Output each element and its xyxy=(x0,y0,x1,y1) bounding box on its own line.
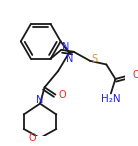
Text: S: S xyxy=(91,54,98,64)
Text: N: N xyxy=(36,95,44,105)
Text: O: O xyxy=(59,91,67,100)
Text: H₂N: H₂N xyxy=(101,94,121,104)
Text: O: O xyxy=(132,70,138,80)
Text: O: O xyxy=(28,133,36,143)
Text: N: N xyxy=(66,54,74,64)
Text: N: N xyxy=(62,42,70,52)
